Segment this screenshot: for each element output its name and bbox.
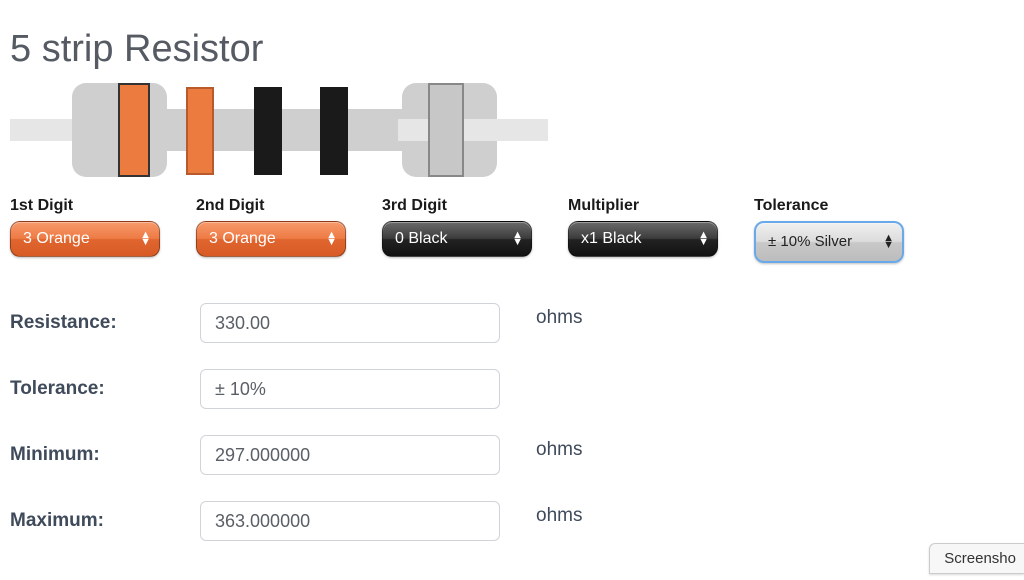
chevron-updown-icon: ▲▼: [883, 235, 894, 249]
multiplier-label: Multiplier: [568, 197, 718, 215]
tolerance-out-label: Tolerance:: [10, 378, 200, 400]
resistor-lead-left: [10, 119, 80, 141]
multiplier-value: x1 Black: [581, 231, 641, 248]
resistance-input[interactable]: [200, 303, 500, 343]
tolerance-value: ± 10% Silver: [768, 234, 852, 250]
chevron-updown-icon: ▲▼: [698, 232, 709, 246]
tolerance-select[interactable]: ± 10% Silver ▲▼: [754, 221, 904, 263]
resistance-label: Resistance:: [10, 312, 200, 334]
results-section: Resistance: ohms Tolerance: Minimum: ohm…: [10, 303, 1014, 541]
resistor-band-4: [320, 87, 348, 175]
minimum-label: Minimum:: [10, 444, 200, 466]
band-selectors: 1st Digit 3 Orange ▲▼ 2nd Digit 3 Orange…: [10, 197, 1014, 263]
digit1-label: 1st Digit: [10, 197, 160, 215]
chevron-updown-icon: ▲▼: [512, 232, 523, 246]
resistor-diagram: [10, 79, 550, 179]
digit3-value: 0 Black: [395, 231, 447, 248]
digit1-select[interactable]: 3 Orange ▲▼: [10, 221, 160, 257]
tolerance-out-input[interactable]: [200, 369, 500, 409]
digit1-value: 3 Orange: [23, 231, 90, 248]
digit3-select[interactable]: 0 Black ▲▼: [382, 221, 532, 257]
resistor-band-3: [254, 87, 282, 175]
minimum-unit: ohms: [536, 435, 582, 461]
maximum-input[interactable]: [200, 501, 500, 541]
digit2-select[interactable]: 3 Orange ▲▼: [196, 221, 346, 257]
multiplier-select[interactable]: x1 Black ▲▼: [568, 221, 718, 257]
digit3-label: 3rd Digit: [382, 197, 532, 215]
resistor-lead-right: [398, 119, 548, 141]
chevron-updown-icon: ▲▼: [326, 232, 337, 246]
digit2-value: 3 Orange: [209, 231, 276, 248]
tolerance-label: Tolerance: [754, 197, 904, 215]
page-title: 5 strip Resistor: [10, 28, 1014, 71]
minimum-input[interactable]: [200, 435, 500, 475]
screenshot-button[interactable]: Screensho: [929, 543, 1024, 574]
maximum-unit: ohms: [536, 501, 582, 527]
resistor-band-1: [118, 83, 150, 177]
maximum-label: Maximum:: [10, 510, 200, 532]
digit2-label: 2nd Digit: [196, 197, 346, 215]
chevron-updown-icon: ▲▼: [140, 232, 151, 246]
resistor-band-2: [186, 87, 214, 175]
resistor-band-5: [428, 83, 464, 177]
resistance-unit: ohms: [536, 303, 582, 329]
